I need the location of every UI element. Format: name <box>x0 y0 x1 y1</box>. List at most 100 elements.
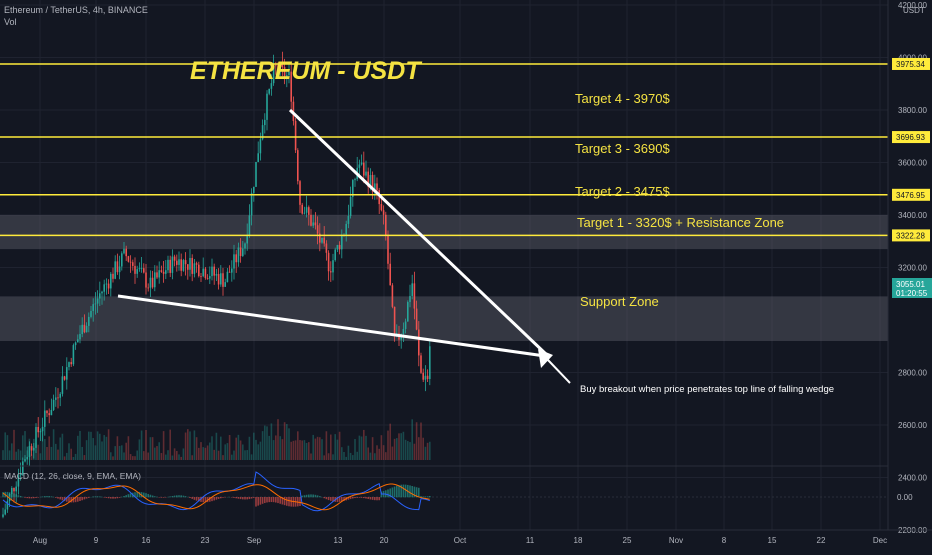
volume-bar <box>224 444 226 460</box>
candle-body <box>31 446 33 450</box>
macd-histogram-bar <box>354 497 356 498</box>
macd-histogram-bar <box>20 496 22 497</box>
symbol-title[interactable]: Ethereum / TetherUS, 4h, BINANCE <box>4 4 148 16</box>
volume-bar <box>143 451 145 460</box>
volume-bar <box>73 457 75 460</box>
candle-body <box>103 284 105 291</box>
volume-bar <box>262 431 264 460</box>
candle-body <box>381 204 383 210</box>
candle-body <box>75 342 77 345</box>
volume-bar <box>77 436 79 460</box>
candle-body <box>139 268 141 269</box>
volume-bar <box>123 452 125 460</box>
volume-bar <box>90 432 92 460</box>
volume-bar <box>238 435 240 460</box>
volume-bar <box>205 448 207 460</box>
macd-histogram-bar <box>59 497 61 499</box>
candle-body <box>301 205 303 214</box>
volume-bar <box>106 437 108 460</box>
volume-bar <box>304 440 306 460</box>
candle-body <box>53 400 55 410</box>
chart-title: ETHEREUM - USDT <box>190 57 423 85</box>
volume-bar <box>114 446 116 460</box>
candle-body <box>220 273 222 284</box>
volume-bar <box>317 437 319 460</box>
macd-histogram-bar <box>372 497 374 500</box>
candle-body <box>141 268 143 269</box>
candle-body <box>145 273 147 288</box>
time-tick: Oct <box>454 536 467 545</box>
volume-bar <box>255 440 257 460</box>
volume-bar <box>330 435 332 460</box>
volume-bar <box>95 445 97 460</box>
macd-histogram-bar <box>18 495 20 497</box>
time-tick: 22 <box>817 536 826 545</box>
candle-body <box>154 272 156 287</box>
time-tick: 13 <box>334 536 343 545</box>
candle-body <box>392 285 394 307</box>
macd-histogram-bar <box>403 485 405 498</box>
macd-histogram-bar <box>180 495 182 497</box>
candle-body <box>156 272 158 277</box>
volume-bar <box>44 439 46 460</box>
volume-bar <box>150 437 152 460</box>
macd-histogram-bar <box>31 497 33 498</box>
candle-body <box>136 269 138 274</box>
volume-bar <box>220 437 222 460</box>
candle-body <box>233 254 235 268</box>
target-4-label: Target 4 - 3970$ <box>575 91 670 106</box>
candle-body <box>407 302 409 321</box>
volume-bar <box>376 445 378 460</box>
volume-bar <box>189 431 191 460</box>
volume-bar <box>416 422 418 460</box>
volume-bar <box>235 438 237 460</box>
macd-histogram-bar <box>13 493 15 497</box>
macd-histogram-bar <box>279 497 281 504</box>
macd-histogram-bar <box>262 497 264 504</box>
macd-histogram-bar <box>88 497 90 498</box>
volume-bar <box>249 437 251 460</box>
candle-body <box>416 309 418 330</box>
macd-histogram-bar <box>178 495 180 497</box>
volume-bar <box>86 440 88 460</box>
volume-bar <box>207 445 209 460</box>
candle-body <box>73 345 75 364</box>
volume-bar <box>136 451 138 460</box>
volume-bar <box>334 434 336 460</box>
macd-histogram-bar <box>112 497 114 499</box>
volume-bar <box>209 443 211 460</box>
volume-bar <box>139 439 141 460</box>
candle-body <box>79 334 81 339</box>
volume-bar <box>231 455 233 460</box>
macd-histogram-bar <box>130 493 132 497</box>
volume-bar <box>361 437 363 460</box>
price-tick: 3400.00 <box>898 211 927 220</box>
candle-body <box>77 339 79 342</box>
volume-bar <box>315 439 317 460</box>
time-tick: 20 <box>380 536 389 545</box>
macd-histogram-bar <box>152 496 154 498</box>
support-zone-label: Support Zone <box>580 294 659 309</box>
volume-indicator-label[interactable]: Vol <box>4 16 148 28</box>
time-tick: Aug <box>33 536 47 545</box>
chart-header: Ethereum / TetherUS, 4h, BINANCE Vol <box>4 4 148 28</box>
candle-body <box>345 224 347 235</box>
volume-bar <box>84 455 86 460</box>
candle-body <box>167 260 169 270</box>
candle-body <box>121 253 123 266</box>
macd-histogram-bar <box>350 497 352 499</box>
volume-bar <box>216 433 218 460</box>
volume-bar <box>392 447 394 460</box>
candle-body <box>57 397 59 398</box>
volume-bar <box>370 453 372 460</box>
volume-bar <box>128 436 130 460</box>
volume-bar <box>15 452 17 460</box>
volume-bar <box>198 448 200 460</box>
volume-bar <box>4 432 6 460</box>
macd-histogram-bar <box>365 497 367 498</box>
support-zone[interactable] <box>0 296 888 341</box>
target-2-label: Target 2 - 3475$ <box>575 184 670 199</box>
